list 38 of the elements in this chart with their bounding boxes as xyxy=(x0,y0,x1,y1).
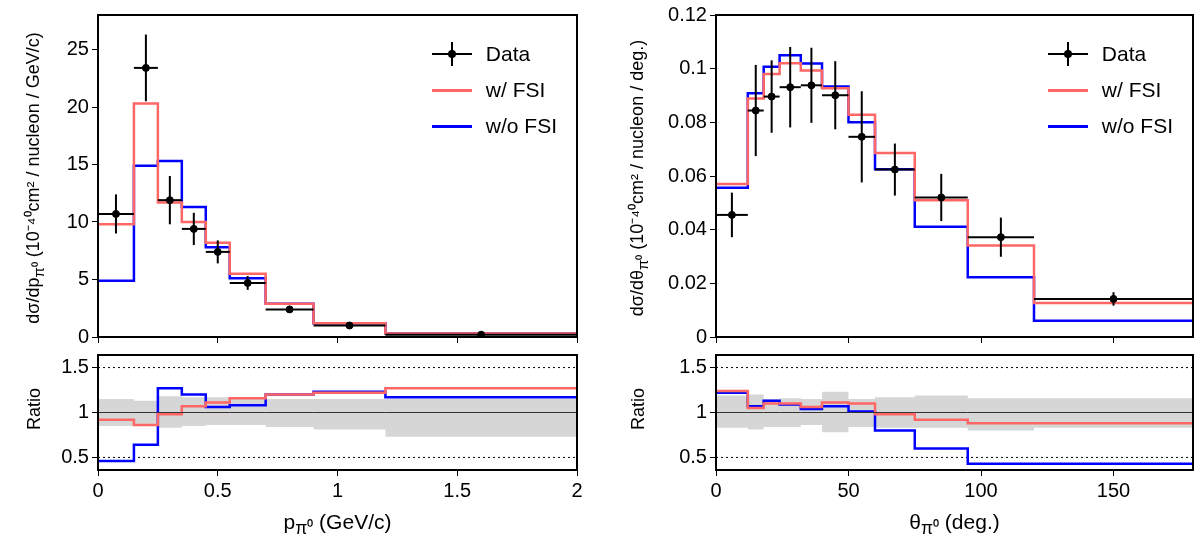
y-axis-title: Ratio xyxy=(627,387,649,430)
x-tick-label: 2 xyxy=(571,478,583,501)
y-tick-label: 25 xyxy=(66,37,89,60)
legend-label: Data xyxy=(1101,42,1147,66)
y-tick-label: 1.5 xyxy=(61,355,89,378)
y-tick-label: 15 xyxy=(66,152,89,175)
x-tick-label: 0.5 xyxy=(203,478,232,501)
x-tick-label: 100 xyxy=(964,478,998,501)
y-tick-label: 0.1 xyxy=(679,56,707,79)
x-tick-label: 0 xyxy=(710,478,722,501)
y-tick-label: 0.12 xyxy=(668,2,707,25)
x-tick-label: 1.5 xyxy=(443,478,472,501)
y-tick-label: 0.5 xyxy=(679,444,707,467)
y-tick-label: 20 xyxy=(66,94,89,117)
legend-label: w/o FSI xyxy=(1101,114,1173,138)
y-tick-label: 0.06 xyxy=(668,163,707,186)
y-tick-label: 0 xyxy=(695,324,707,347)
y-tick-label: 5 xyxy=(77,267,89,290)
x-axis-title: θ$_{π⁰}$ (deg.) xyxy=(909,510,1000,540)
x-axis-title: p$_{π⁰}$ (GeV/c) xyxy=(283,510,392,540)
legend-label: w/ FSI xyxy=(1101,78,1162,102)
x-tick-label: 1 xyxy=(331,478,344,501)
y-tick-label: 0.5 xyxy=(61,444,89,467)
y-tick-label: 1 xyxy=(77,400,89,423)
legend-label: w/o FSI xyxy=(485,114,557,138)
legend-label: w/ FSI xyxy=(485,78,546,102)
y-tick-label: 0 xyxy=(77,324,89,347)
y-tick-label: 0.08 xyxy=(668,109,707,132)
x-tick-label: 0 xyxy=(92,478,104,501)
y-tick-label: 1 xyxy=(695,400,707,423)
y-tick-label: 10 xyxy=(66,209,89,232)
legend-label: Data xyxy=(485,42,531,66)
x-tick-label: 50 xyxy=(837,478,860,501)
y-tick-label: 1.5 xyxy=(679,355,707,378)
y-tick-label: 0.04 xyxy=(668,217,707,240)
y-tick-label: 0.02 xyxy=(668,270,707,293)
y-axis-title: Ratio xyxy=(23,387,45,430)
x-tick-label: 150 xyxy=(1096,478,1131,501)
